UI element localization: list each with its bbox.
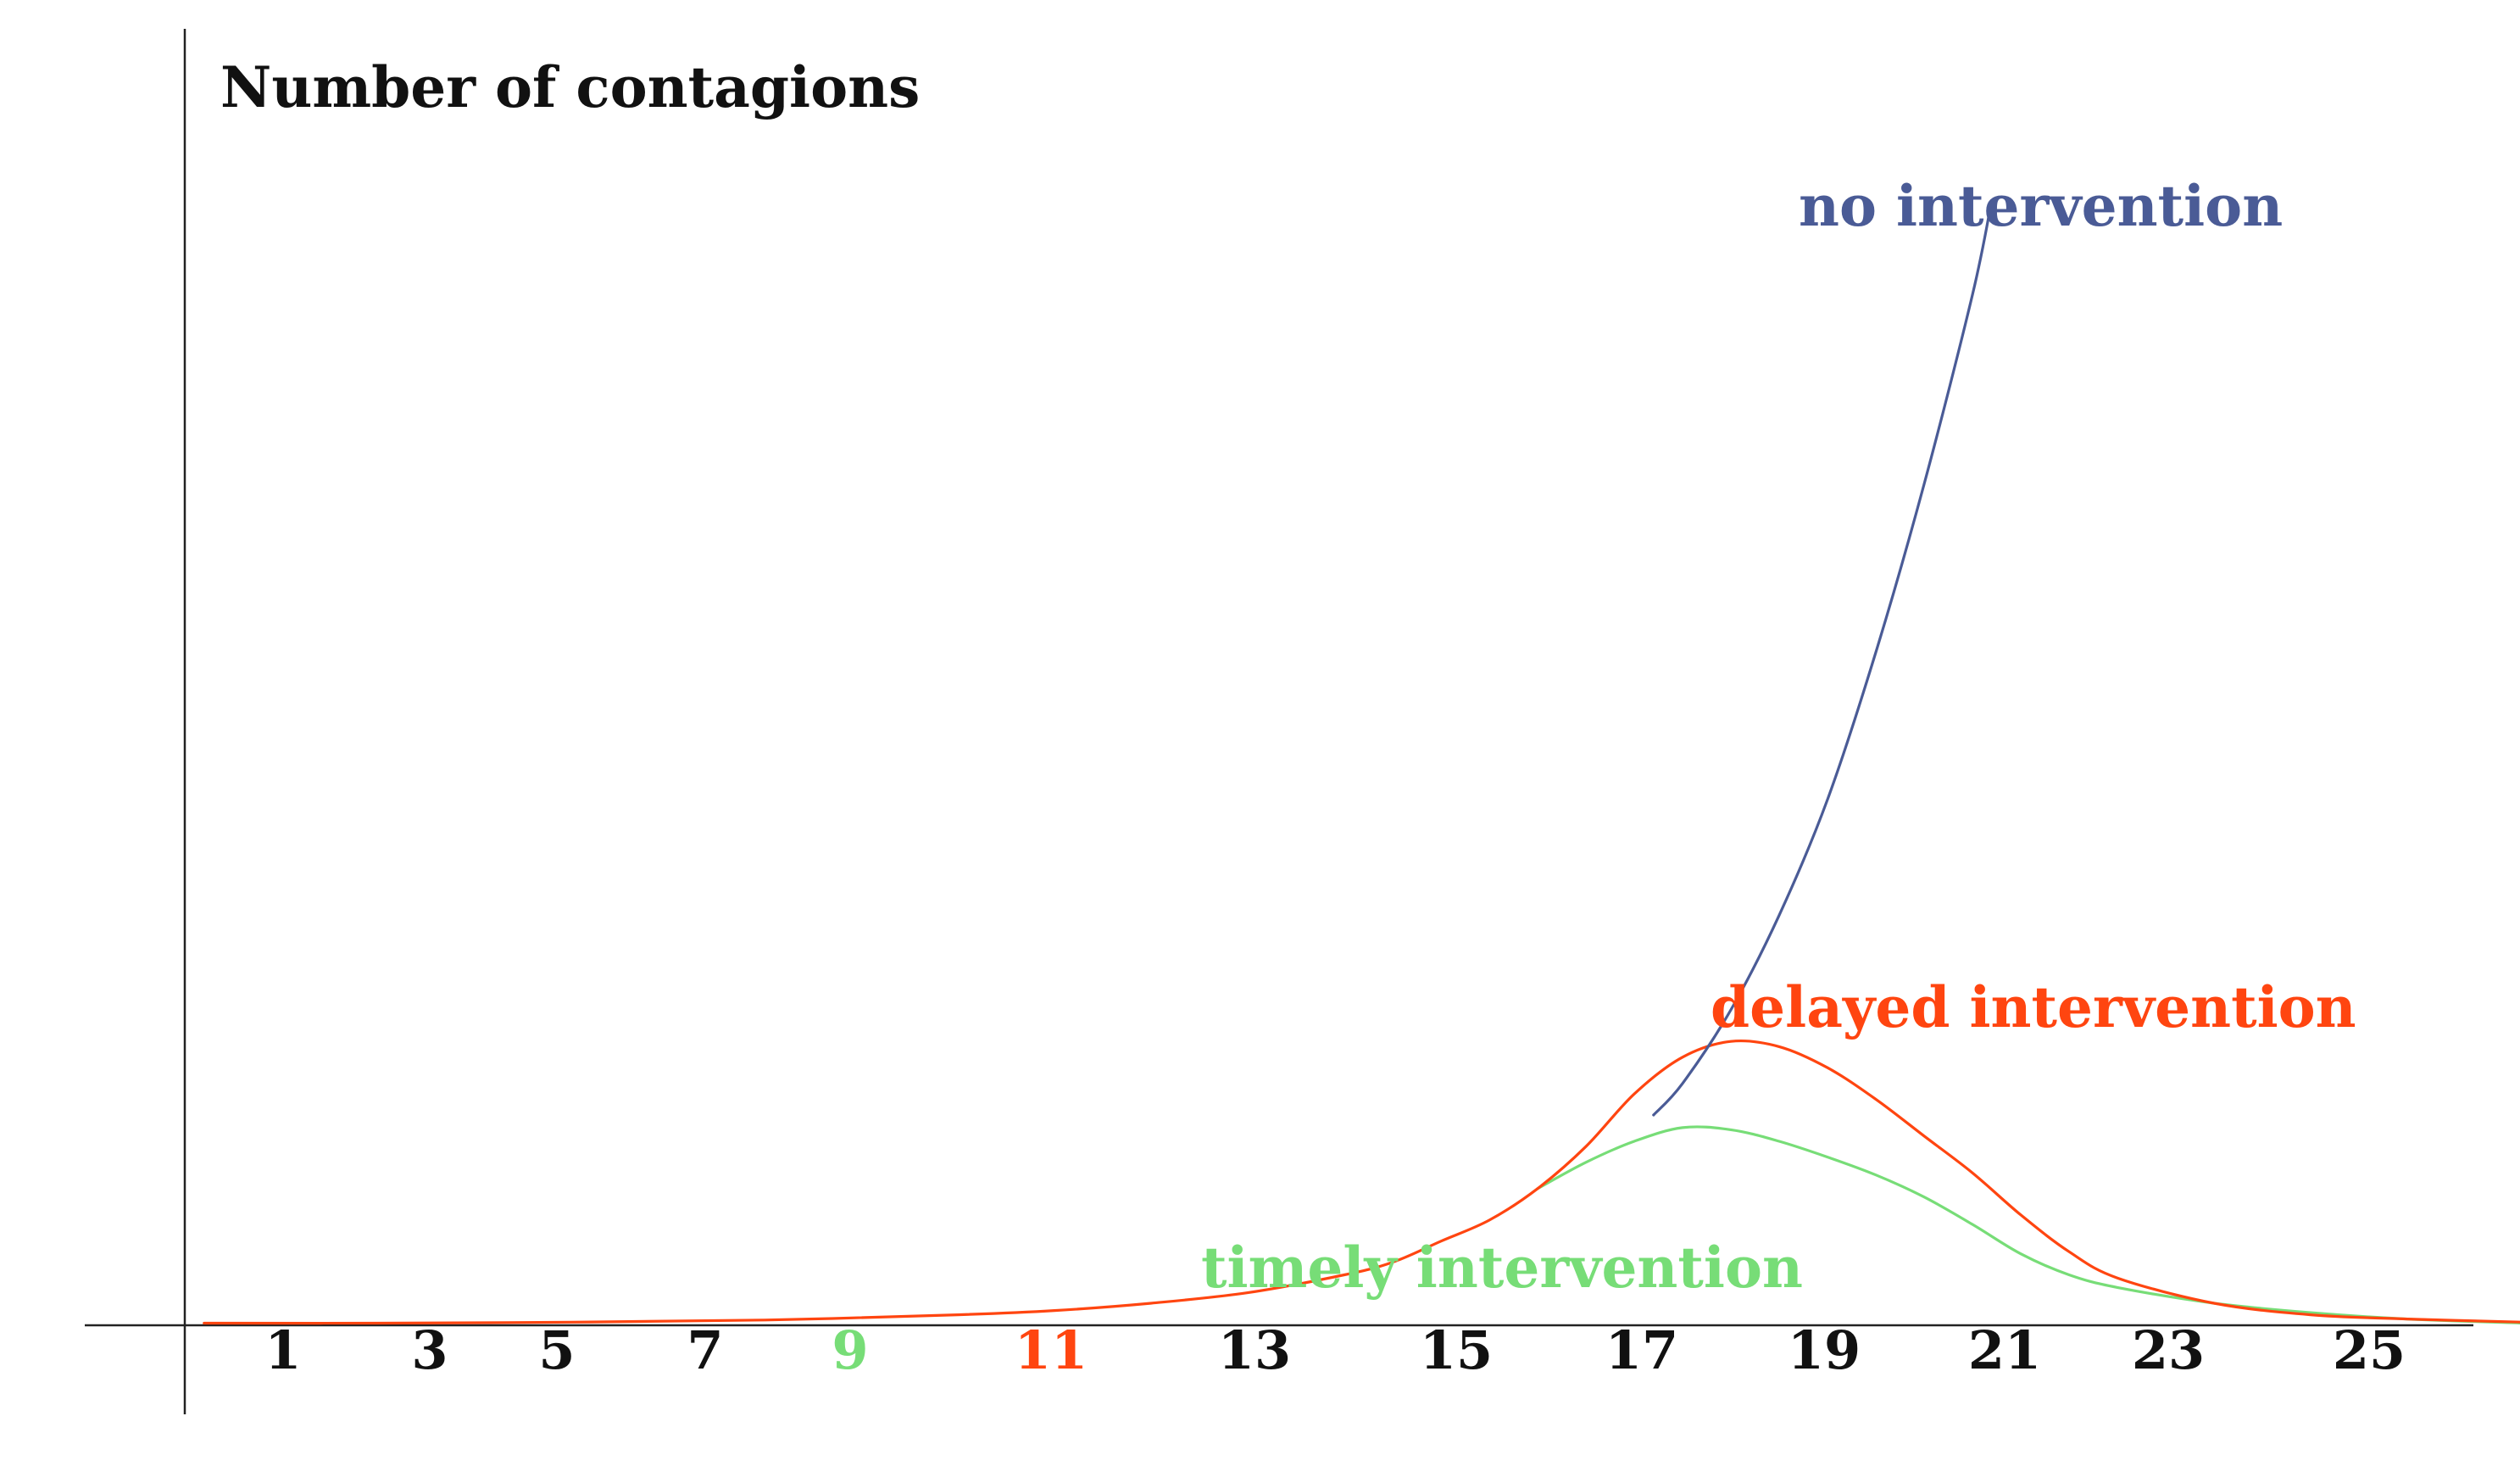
x-tick-label: 11: [1015, 1319, 1088, 1381]
series-labels: no intervention delayed intervention timel…: [1201, 173, 2356, 1301]
x-tick-label: 25: [2333, 1319, 2406, 1381]
x-tick-label: 9: [832, 1319, 868, 1381]
x-tick-labels: 1 3 5 7 9 11 13 15 17 19 21 23 25: [264, 1319, 2406, 1381]
x-tick-label: 1: [264, 1319, 301, 1381]
series-layer: [203, 198, 2520, 1325]
x-tick-label: 15: [1420, 1319, 1493, 1381]
x-tick-label: 19: [1788, 1319, 1861, 1381]
x-tick-label: 21: [1968, 1319, 2041, 1381]
x-tick-label: 23: [2132, 1319, 2205, 1381]
x-tick-label: 7: [687, 1319, 723, 1381]
series-line-no-intervention: [1652, 198, 1994, 1117]
series-line-delayed-intervention: [203, 1039, 2520, 1325]
y-axis-title: Number of contagions: [220, 54, 920, 120]
series-label-timely-intervention: timely intervention: [1201, 1235, 1803, 1301]
x-tick-label: 5: [538, 1319, 575, 1381]
x-tick-label: 17: [1605, 1319, 1678, 1381]
series-label-delayed-intervention: delayed intervention: [1711, 974, 2356, 1040]
series-label-no-intervention: no intervention: [1799, 173, 2283, 239]
x-tick-label: 3: [411, 1319, 448, 1381]
series-line-timely-intervention: [1536, 1125, 2520, 1324]
x-tick-label: 13: [1218, 1319, 1291, 1381]
